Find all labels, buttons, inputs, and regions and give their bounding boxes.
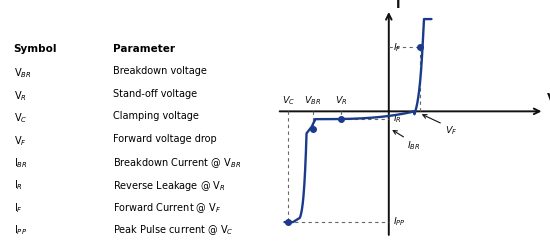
Text: Forward Current @ V$_F$: Forward Current @ V$_F$	[113, 201, 221, 215]
Text: I$_F$: I$_F$	[14, 201, 23, 215]
Point	[337, 117, 346, 121]
Text: I$_{BR}$: I$_{BR}$	[14, 156, 28, 170]
Point	[416, 46, 425, 50]
Text: Breakdown voltage: Breakdown voltage	[113, 66, 207, 76]
Text: $I_F$: $I_F$	[393, 41, 402, 54]
Text: Symbol: Symbol	[14, 44, 57, 54]
Text: V$_C$: V$_C$	[14, 111, 27, 125]
Text: Breakdown Current @ V$_{BR}$: Breakdown Current @ V$_{BR}$	[113, 156, 241, 170]
Text: Forward voltage drop: Forward voltage drop	[113, 134, 217, 144]
Text: Clamping voltage: Clamping voltage	[113, 111, 199, 121]
Text: V$_R$: V$_R$	[14, 89, 26, 103]
Text: Parameter: Parameter	[113, 44, 175, 54]
Text: Peak Pulse current @ V$_C$: Peak Pulse current @ V$_C$	[113, 224, 233, 237]
Text: I$_{PP}$: I$_{PP}$	[14, 224, 27, 237]
Text: $V_R$: $V_R$	[335, 95, 348, 107]
Text: $V_F$: $V_F$	[445, 125, 457, 137]
Text: $V_C$: $V_C$	[282, 95, 295, 107]
Text: Reverse Leakage @ V$_R$: Reverse Leakage @ V$_R$	[113, 179, 226, 193]
Text: $I_R$: $I_R$	[393, 113, 402, 125]
Point	[309, 127, 317, 131]
Text: I$_R$: I$_R$	[14, 179, 23, 193]
Text: V$_{BR}$: V$_{BR}$	[14, 66, 31, 80]
Text: $V_{BR}$: $V_{BR}$	[304, 95, 321, 107]
Point	[284, 220, 293, 224]
Text: $I_{PP}$: $I_{PP}$	[393, 216, 406, 228]
Text: V$_F$: V$_F$	[14, 134, 26, 148]
Text: Stand-off voltage: Stand-off voltage	[113, 89, 197, 99]
Text: I: I	[395, 0, 400, 11]
Text: $I_{BR}$: $I_{BR}$	[407, 139, 420, 152]
Text: V: V	[547, 92, 550, 105]
